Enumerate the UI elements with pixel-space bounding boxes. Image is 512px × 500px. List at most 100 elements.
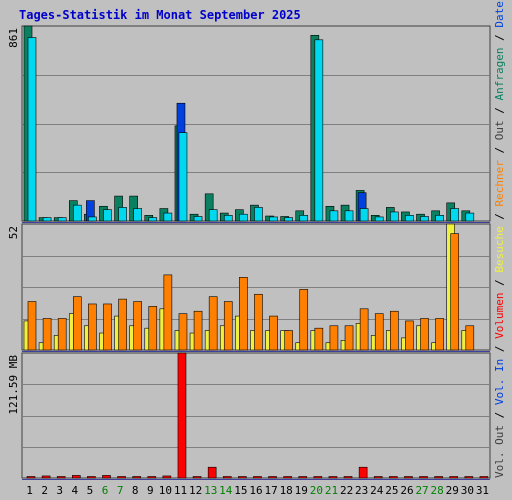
bar-rechner-day-27 (420, 318, 429, 351)
x-tick-label: 4 (72, 484, 79, 497)
x-tick-label: 12 (189, 484, 202, 497)
bar-seiten-day-20 (314, 39, 324, 222)
bar-rechner-day-28 (435, 318, 444, 351)
bar-rechner-day-6 (103, 303, 112, 351)
x-tick-label: 13 (204, 484, 217, 497)
bar-seiten-day-8 (133, 208, 142, 222)
x-tick-label: 11 (174, 484, 187, 497)
bar-seiten-day-24 (374, 216, 384, 222)
bar-volumen-day-15 (238, 476, 247, 479)
x-tick-label: 27 (415, 484, 428, 497)
bar-volumen-day-26 (404, 476, 413, 479)
bar-seiten-day-1 (27, 37, 37, 222)
x-tick-label: 19 (295, 484, 308, 497)
bar-rechner-day-12 (193, 310, 203, 351)
bar-rechner-day-5 (88, 303, 97, 351)
legend-entry: Besuche (493, 226, 506, 272)
x-tick-label: 25 (385, 484, 398, 497)
x-tick-label: 18 (280, 484, 293, 497)
bar-volumen-day-13 (207, 466, 217, 479)
bar-volumen-day-5 (87, 476, 96, 479)
bar-seiten-day-28 (435, 215, 444, 222)
x-tick-label: 22 (340, 484, 353, 497)
bar-volumen-day-7 (117, 476, 126, 479)
bar-rechner-day-19 (299, 289, 309, 351)
x-tick-label: 30 (461, 484, 474, 497)
x-tick-label: 3 (56, 484, 63, 497)
x-tick-label: 17 (264, 484, 277, 497)
panel-requests (21, 25, 491, 223)
legend-entry: Out (493, 120, 506, 140)
bar-seiten-day-23 (359, 208, 369, 222)
bar-seiten-day-18 (284, 217, 293, 222)
x-tick-label: 29 (446, 484, 459, 497)
bar-seiten-day-17 (269, 216, 278, 222)
bar-rechner-day-15 (239, 277, 248, 351)
bar-rechner-day-29 (450, 233, 460, 351)
x-tick-label: 14 (219, 484, 233, 497)
bar-volumen-day-27 (419, 476, 428, 479)
legend-entry: Volumen (493, 293, 506, 339)
y-max-label-visits: 52 (7, 226, 20, 239)
bar-seiten-day-5 (88, 216, 97, 222)
bar-volumen-day-29 (449, 476, 459, 479)
bar-seiten-day-21 (329, 210, 339, 222)
x-tick-label: 20 (310, 484, 323, 497)
bar-seiten-day-3 (57, 217, 67, 222)
x-tick-label: 28 (431, 484, 444, 497)
bar-rechner-day-1 (27, 301, 37, 351)
bar-rechner-day-30 (465, 325, 475, 351)
legend-entry: Rechner (493, 160, 506, 207)
bar-rechner-day-26 (405, 320, 414, 351)
bar-rechner-day-13 (208, 296, 218, 351)
bar-rechner-day-8 (133, 301, 142, 351)
bar-seiten-day-15 (239, 213, 248, 222)
bar-rechner-day-22 (344, 325, 354, 351)
bar-volumen-day-20 (313, 476, 323, 479)
bar-volumen-day-24 (373, 476, 383, 479)
x-tick-label: 5 (87, 484, 94, 497)
bar-rechner-day-11 (178, 313, 188, 351)
legend-entry: Vol. Out (493, 425, 506, 478)
legend-entry: Anfragen (493, 47, 506, 100)
bar-rechner-day-24 (374, 313, 384, 351)
x-tick-label: 16 (249, 484, 262, 497)
right-legend: Vol. Out / Vol. In / Volumen / Besuche /… (493, 0, 506, 478)
bar-volumen-day-14 (222, 476, 232, 479)
x-tick-label: 23 (355, 484, 368, 497)
bar-seiten-day-6 (103, 209, 112, 222)
bar-seiten-day-19 (299, 215, 309, 222)
bar-volumen-day-22 (343, 476, 353, 479)
bar-volumen-day-4 (71, 475, 81, 479)
x-tick-label: 21 (325, 484, 338, 497)
bar-seiten-day-22 (344, 210, 354, 222)
bar-seiten-day-11 (178, 132, 188, 222)
chart-title: Tages-Statistik im Monat September 2025 (19, 8, 301, 22)
bar-volumen-day-6 (102, 475, 111, 479)
bar-volumen-day-25 (389, 476, 398, 479)
bar-rechner-day-18 (284, 330, 293, 351)
bar-seiten-day-14 (223, 215, 233, 222)
bar-volumen-day-28 (434, 476, 443, 479)
y-max-label-volume: 121.59 MB (7, 355, 20, 415)
x-tick-label: 9 (147, 484, 154, 497)
x-tick-label: 6 (102, 484, 109, 497)
legend-entry: Dateien (493, 0, 506, 28)
bar-rechner-day-3 (57, 318, 67, 351)
bar-volumen-day-21 (328, 476, 338, 479)
bar-seiten-day-12 (193, 216, 203, 222)
bar-volumen-day-30 (464, 476, 474, 479)
bar-rechner-day-23 (359, 308, 369, 351)
bar-seiten-day-4 (72, 204, 82, 222)
x-tick-label: 26 (400, 484, 413, 497)
x-tick-label: 15 (234, 484, 247, 497)
bar-seiten-day-27 (420, 216, 429, 222)
bar-volumen-day-17 (268, 476, 277, 479)
bar-volumen-day-3 (56, 476, 66, 479)
bar-rechner-day-21 (329, 325, 339, 351)
x-tick-label: 24 (370, 484, 384, 497)
legend-entry: Vol. In (493, 359, 506, 405)
x-tick-label: 31 (476, 484, 489, 497)
bar-seiten-day-30 (465, 212, 475, 222)
panel-visits (21, 223, 491, 352)
